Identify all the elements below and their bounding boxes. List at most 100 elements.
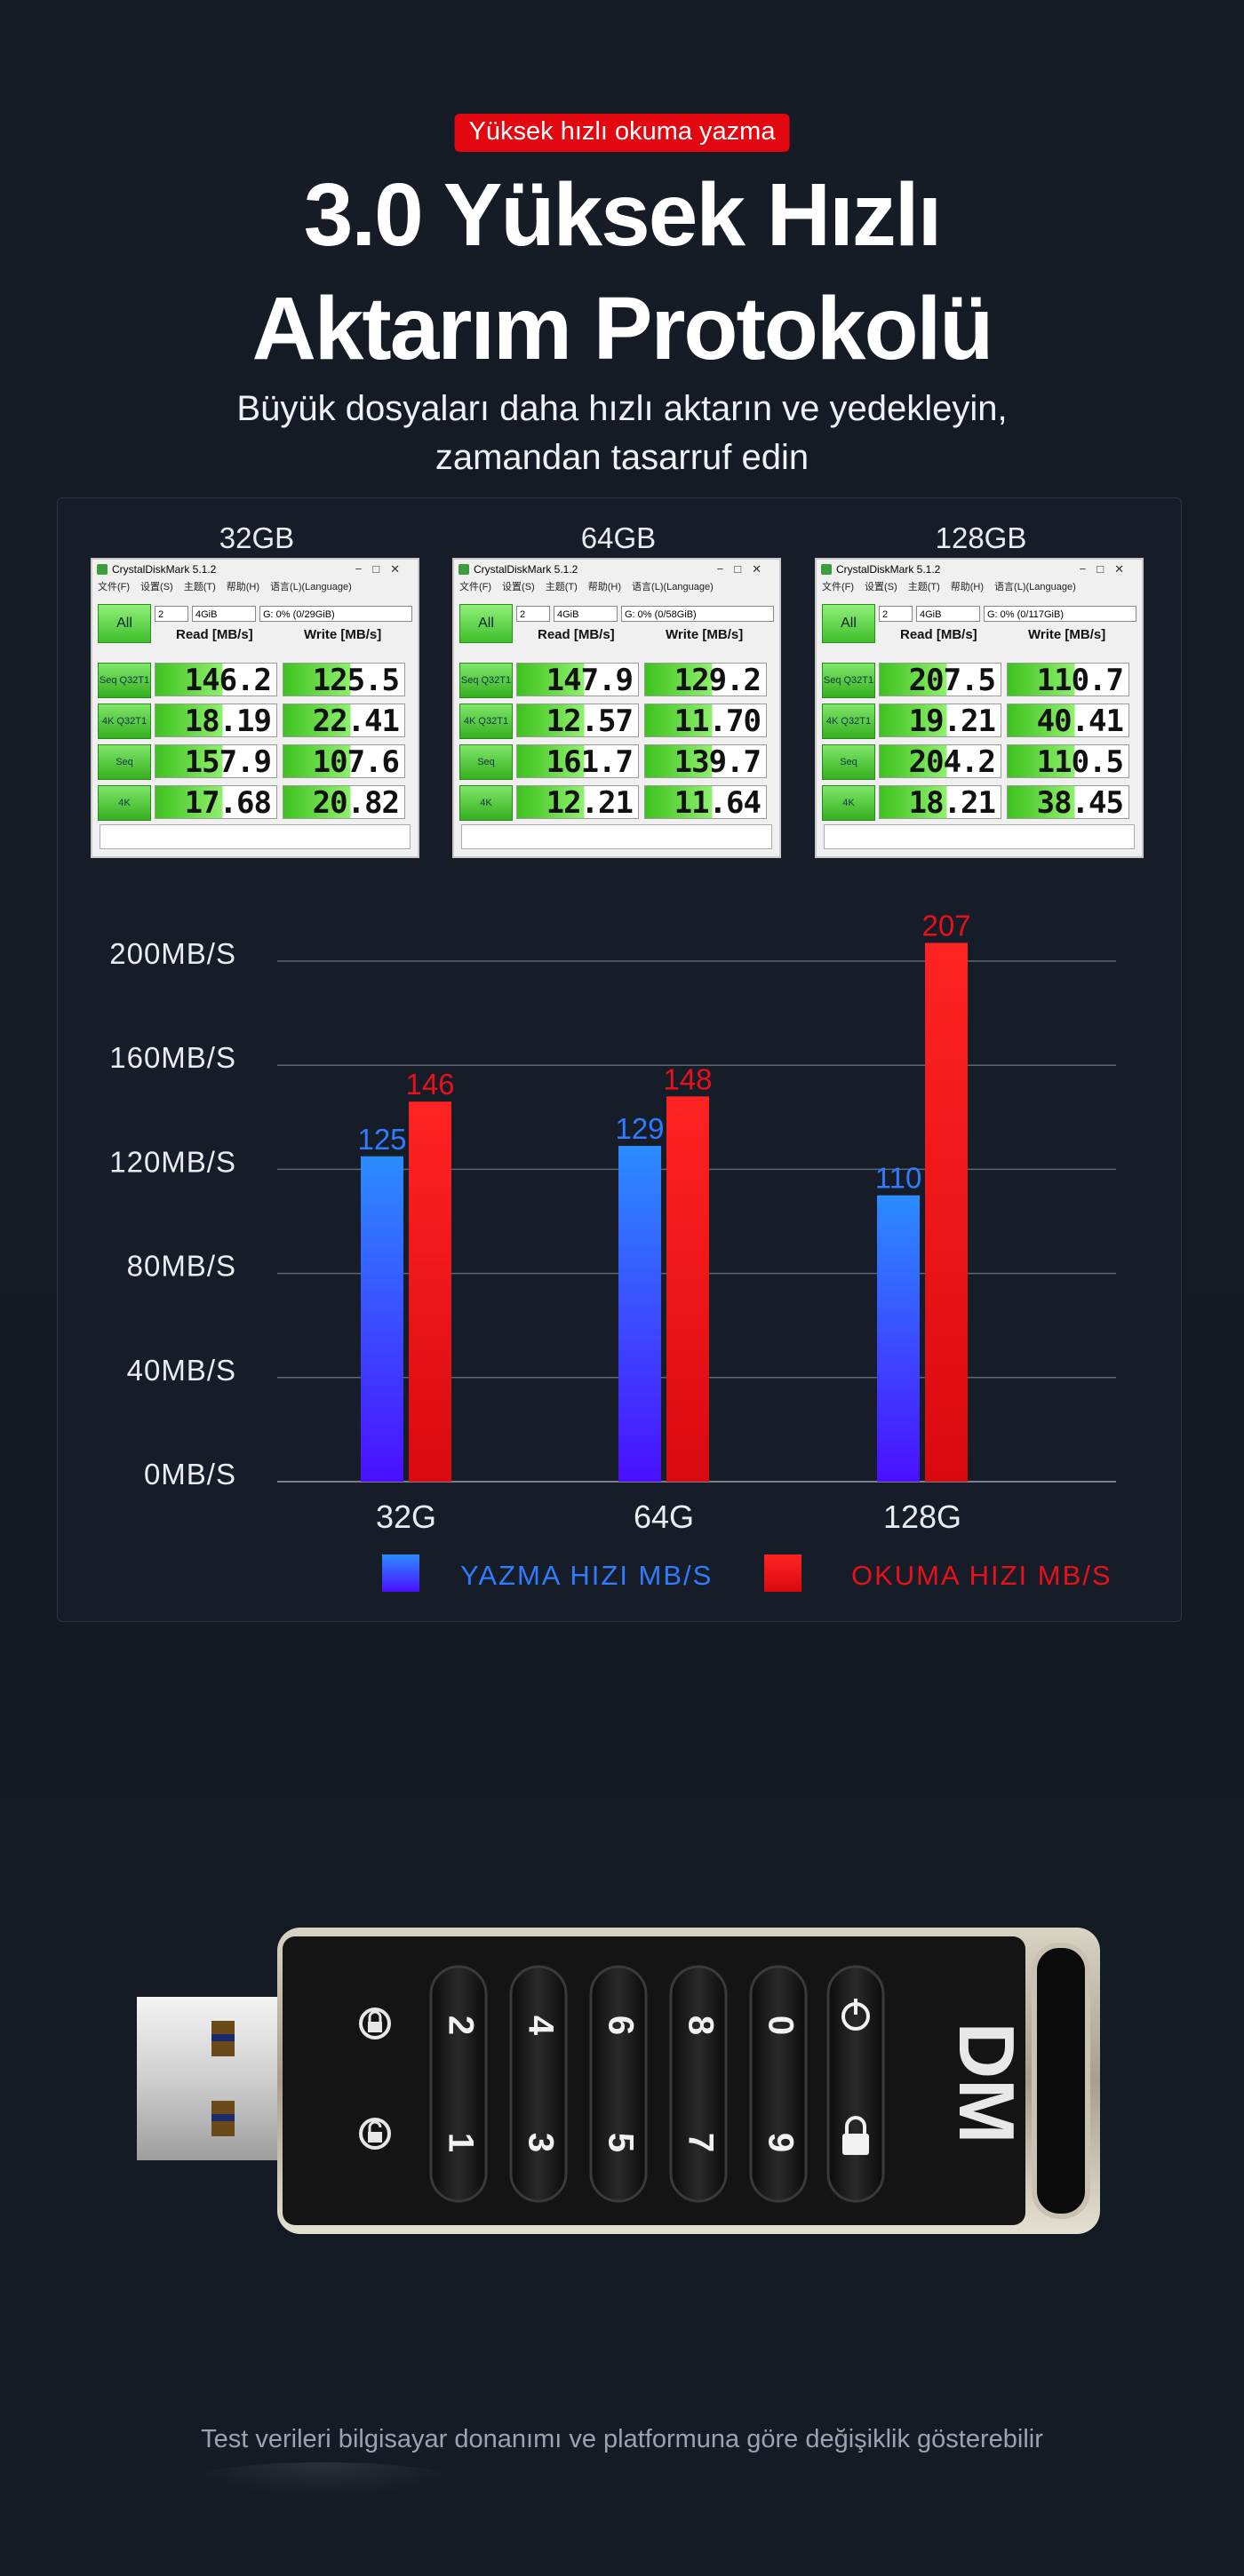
window-title: CrystalDiskMark 5.1.2 — [112, 563, 217, 576]
legend-label-write: YAZMA HIZI MB/S — [460, 1560, 713, 1591]
row-test-button[interactable]: 4K Q32T1 — [822, 704, 875, 739]
key-cap[interactable] — [509, 1965, 568, 2203]
key-digit-bottom: 7 — [681, 2133, 720, 2152]
row-test-button[interactable]: 4K Q32T1 — [459, 704, 513, 739]
keypad-key[interactable]: 09 — [749, 1965, 808, 2203]
write-value: 22.41 — [283, 704, 405, 738]
count-select[interactable]: 2 — [155, 606, 188, 622]
comment-field[interactable] — [824, 824, 1135, 849]
read-speed-label: 207 — [921, 909, 970, 942]
comment-field[interactable] — [100, 824, 411, 849]
row-test-button[interactable]: 4K — [98, 785, 151, 821]
read-value: 12.57 — [516, 704, 639, 738]
bar-value-labels: 125 146 129 148 110 207 — [357, 909, 970, 1194]
page-subtitle: Büyük dosyaları daha hızlı aktarın ve ye… — [0, 385, 1244, 482]
key-digit-bottom: 5 — [601, 2133, 640, 2152]
menu-item[interactable]: 设置(S) — [865, 582, 897, 592]
row-test-button[interactable]: Seq Q32T1 — [459, 663, 513, 698]
key-digit-top: 6 — [601, 2015, 640, 2035]
read-header: Read [MB/s] — [538, 627, 615, 642]
app-icon — [97, 564, 108, 575]
key-digit-top: 0 — [761, 2015, 800, 2035]
page-title: 3.0 Yüksek Hızlı Aktarım Protokolü — [251, 165, 994, 378]
app-icon — [821, 564, 832, 575]
write-speed-label: 125 — [357, 1123, 406, 1156]
key-digit-top: 2 — [441, 2015, 480, 2035]
read-speed-bar — [925, 942, 968, 1482]
footnote: Test verileri bilgisayar donanımı ve pla… — [201, 2425, 1043, 2453]
menu-item[interactable]: 主题(T) — [183, 582, 216, 592]
window-controls[interactable]: −□✕ — [716, 562, 772, 576]
write-value: 11.64 — [644, 785, 767, 820]
key-digit-bottom: 3 — [521, 2133, 560, 2152]
key-digit-top: 4 — [521, 2015, 560, 2036]
test-controls: All 2 4GiB G: 0% (0/29GiB) Read [MB/s] W… — [98, 604, 412, 661]
write-header: Write [MB/s] — [304, 627, 382, 642]
row-test-button[interactable]: Seq Q32T1 — [98, 663, 151, 698]
window-controls[interactable]: −□✕ — [355, 562, 411, 576]
write-value: 107.6 — [283, 744, 405, 779]
brand-logo: DM — [943, 2023, 1031, 2144]
menu-item[interactable]: 语言(L)(Language) — [994, 582, 1076, 592]
decorative-shadow — [199, 2462, 448, 2493]
size-select[interactable]: 4GiB — [916, 606, 980, 622]
all-button[interactable]: All — [98, 604, 151, 643]
benchmark-block: 128GB CrystalDiskMark 5.1.2 −□✕ 文件(F) 设置(… — [815, 519, 1147, 858]
key-digit-bottom: 1 — [441, 2133, 480, 2152]
result-row: 4K Q32T1 12.57 11.70 — [459, 702, 774, 739]
key-cap[interactable] — [429, 1965, 488, 2203]
write-value: 110.7 — [1007, 663, 1129, 697]
size-select[interactable]: 4GiB — [192, 606, 256, 622]
window-controls[interactable]: −□✕ — [1079, 562, 1135, 576]
menu-item[interactable]: 文件(F) — [98, 582, 131, 592]
menu-item[interactable]: 文件(F) — [459, 582, 492, 592]
write-value: 129.2 — [644, 663, 767, 697]
all-button[interactable]: All — [822, 604, 875, 643]
keypad-key[interactable]: 65 — [589, 1965, 648, 2203]
legend-swatch-write — [382, 1554, 419, 1592]
count-select[interactable]: 2 — [879, 606, 913, 622]
crystaldiskmark-window: CrystalDiskMark 5.1.2 −□✕ 文件(F) 设置(S) 主题(T… — [452, 558, 781, 858]
size-select[interactable]: 4GiB — [554, 606, 618, 622]
read-value: 17.68 — [155, 785, 277, 820]
menu-item[interactable]: 主题(T) — [907, 582, 940, 592]
menu-item[interactable]: 设置(S) — [502, 582, 535, 592]
write-speed-bar — [361, 1156, 403, 1482]
key-cap[interactable] — [749, 1965, 808, 2203]
menu-item[interactable]: 主题(T) — [545, 582, 578, 592]
menu-item[interactable]: 帮助(H) — [226, 582, 260, 592]
menu-item[interactable]: 文件(F) — [822, 582, 855, 592]
keypad-key[interactable]: 87 — [669, 1965, 728, 2203]
drive-select[interactable]: G: 0% (0/117GiB) — [984, 606, 1136, 622]
keypad-key[interactable]: 43 — [509, 1965, 568, 2203]
menu-item[interactable]: 设置(S) — [140, 582, 173, 592]
key-digit-bottom: 9 — [761, 2133, 800, 2152]
menu-item[interactable]: 帮助(H) — [950, 582, 985, 592]
menu-item[interactable]: 语言(L)(Language) — [632, 582, 714, 592]
row-test-button[interactable]: Seq Q32T1 — [822, 663, 875, 698]
y-tick-label: 80MB/S — [127, 1250, 236, 1283]
key-cap[interactable] — [669, 1965, 728, 2203]
all-button[interactable]: All — [459, 604, 513, 643]
menu-item[interactable]: 语言(L)(Language) — [270, 582, 352, 592]
count-select[interactable]: 2 — [516, 606, 550, 622]
row-test-button[interactable]: Seq — [98, 744, 151, 780]
row-test-button[interactable]: 4K — [459, 785, 513, 821]
row-test-button[interactable]: Seq — [822, 744, 875, 780]
power-key[interactable] — [826, 1965, 885, 2203]
benchmark-block: 32GB CrystalDiskMark 5.1.2 −□✕ 文件(F) 设置(S… — [91, 519, 423, 858]
comment-field[interactable] — [461, 824, 772, 849]
drive-select[interactable]: G: 0% (0/58GiB) — [621, 606, 774, 622]
result-row: Seq 204.2 110.5 — [822, 743, 1136, 780]
row-test-button[interactable]: 4K Q32T1 — [98, 704, 151, 739]
menu-bar: 文件(F) 设置(S) 主题(T) 帮助(H) 语言(L)(Language) — [92, 579, 418, 595]
result-row: Seq Q32T1 147.9 129.2 — [459, 661, 774, 698]
drive-select[interactable]: G: 0% (0/29GiB) — [259, 606, 412, 622]
row-test-button[interactable]: 4K — [822, 785, 875, 821]
menu-item[interactable]: 帮助(H) — [587, 582, 622, 592]
keypad-key[interactable]: 21 — [429, 1965, 488, 2203]
key-cap[interactable] — [589, 1965, 648, 2203]
write-speed-bar — [877, 1195, 920, 1482]
unlock-icon-bottom — [359, 2118, 391, 2150]
row-test-button[interactable]: Seq — [459, 744, 513, 780]
